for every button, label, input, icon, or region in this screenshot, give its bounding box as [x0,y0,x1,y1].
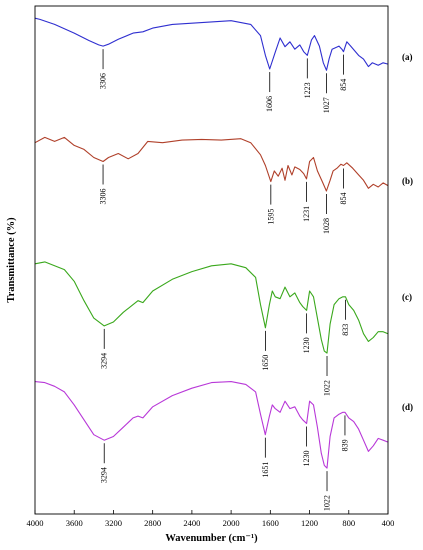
peak-label-1022: 1022 [322,380,331,396]
x-tick-label-1200: 1200 [301,518,318,528]
spectrum-tag-1: (a) [402,52,413,62]
x-axis-ticks: 4000 3600 3200 2800 2400 2000 1600 1200 800 400 [27,510,395,528]
spectrum-line-2 [34,136,389,192]
peak-label-1606: 1606 [265,96,274,112]
spectrum-tag-2: (b) [402,176,413,186]
x-tick-label-400: 400 [382,518,395,528]
peak-label-1022: 1022 [323,495,332,511]
x-tick-label-2800: 2800 [144,518,161,528]
peak-label-1028: 1028 [322,218,331,234]
peak-label-854: 854 [339,193,348,205]
y-axis-title: Transmittance (%) [6,217,17,303]
x-tick-label-2000: 2000 [223,518,240,528]
spectrum-tag-4: (d) [402,402,413,412]
x-tick-label-1600: 1600 [262,518,279,528]
x-tick-label-2400: 2400 [183,518,200,528]
spectrum-line-1 [34,17,389,71]
peak-label-3294: 3294 [100,467,109,483]
peak-label-1650: 1650 [261,355,270,371]
peak-label-1230: 1230 [302,450,311,466]
x-tick-label-3200: 3200 [105,518,122,528]
spectrum-tag-3: (c) [402,292,412,302]
x-tick-label-4000: 4000 [27,518,44,528]
peak-label-854: 854 [339,79,348,91]
peak-label-1231: 1231 [302,206,311,222]
axes-frame [34,5,389,515]
x-tick-label-3600: 3600 [66,518,83,528]
plot-border [34,5,389,515]
spectra-layer: (a) (b) (c) (d) [34,17,413,469]
x-axis-title: Wavenumber (cm⁻¹) [165,533,258,544]
peak-label-833: 833 [341,324,350,336]
peak-label-1230: 1230 [302,337,311,353]
spectrum-line-4 [34,381,389,469]
x-tick-label-800: 800 [342,518,355,528]
peak-label-1651: 1651 [261,462,270,478]
peak-label-839: 839 [341,439,350,451]
peak-label-3294: 3294 [100,353,109,369]
peak-label-3306: 3306 [99,189,108,205]
peak-annotations-layer: 3306 1606 1223 1027 854 3306 1595 1231 1028 854 32… [99,49,350,511]
peak-label-1223: 1223 [303,82,312,98]
peak-label-3306: 3306 [99,73,108,89]
spectrum-line-3 [34,261,389,354]
peak-label-1027: 1027 [322,97,331,113]
peak-label-1595: 1595 [266,209,275,225]
